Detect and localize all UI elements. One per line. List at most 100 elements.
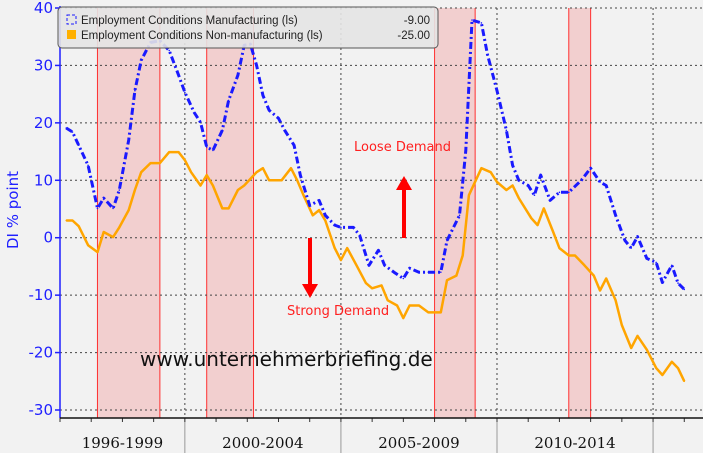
data-point xyxy=(168,151,171,153)
data-point xyxy=(552,231,554,233)
data-point xyxy=(318,199,320,202)
data-point xyxy=(112,236,114,238)
data-point xyxy=(446,279,448,282)
x-group-label: 2000-2004 xyxy=(222,434,303,452)
data-point xyxy=(212,149,214,152)
data-point xyxy=(283,129,286,132)
data-point xyxy=(365,282,367,284)
data-point xyxy=(140,171,142,174)
data-point xyxy=(102,231,105,233)
data-point xyxy=(396,304,398,307)
annotations: Loose Demand Strong Demand www.unternehm… xyxy=(140,140,451,371)
data-point xyxy=(646,257,648,260)
data-point xyxy=(549,199,551,202)
data-point xyxy=(368,264,370,267)
data-point xyxy=(558,191,561,194)
y-tick-label: 20 xyxy=(34,114,53,132)
data-point xyxy=(184,91,186,94)
data-point xyxy=(683,380,686,383)
data-point xyxy=(624,239,626,242)
y-tick-label: -10 xyxy=(29,286,54,304)
data-point xyxy=(455,274,458,277)
data-point xyxy=(290,167,292,170)
data-point xyxy=(636,335,639,337)
legend: Employment Conditions Manufacturing (ls)… xyxy=(57,6,439,49)
data-point xyxy=(193,111,196,114)
data-point xyxy=(567,254,570,257)
data-point xyxy=(205,174,208,176)
data-point xyxy=(77,144,80,147)
data-point xyxy=(280,179,283,182)
data-point xyxy=(302,194,305,197)
data-point xyxy=(127,139,130,141)
legend-marker-manufacturing xyxy=(66,14,77,25)
data-point xyxy=(127,209,130,211)
data-point xyxy=(168,49,171,52)
data-point xyxy=(87,244,89,246)
data-point xyxy=(355,264,358,267)
data-point xyxy=(312,214,314,217)
data-point xyxy=(567,191,570,194)
data-point xyxy=(149,162,152,164)
data-point xyxy=(480,22,483,24)
data-point xyxy=(408,267,411,269)
data-point xyxy=(177,151,180,153)
data-point xyxy=(299,174,302,176)
data-point xyxy=(630,247,633,249)
data-point xyxy=(605,184,608,187)
y-tick-label: -20 xyxy=(29,344,54,362)
data-point xyxy=(71,219,74,222)
data-point xyxy=(112,207,114,210)
data-point xyxy=(237,189,239,191)
data-point xyxy=(583,264,586,267)
data-point xyxy=(333,224,336,226)
y-tick-label: 10 xyxy=(34,171,53,189)
data-point xyxy=(599,289,601,292)
data-point xyxy=(471,19,473,21)
x-group-label: 2010-2014 xyxy=(534,434,615,452)
data-point xyxy=(636,235,639,238)
data-point xyxy=(221,129,224,132)
data-point xyxy=(468,194,470,197)
y-tick-label: -30 xyxy=(29,401,54,419)
data-point xyxy=(380,284,383,287)
data-point xyxy=(511,184,514,187)
legend-value-manufacturing: -9.00 xyxy=(404,15,430,27)
data-point xyxy=(118,189,121,191)
data-point xyxy=(518,179,520,182)
data-point xyxy=(440,271,442,273)
data-point xyxy=(511,164,514,167)
data-point xyxy=(614,214,617,217)
shaded-period xyxy=(206,8,254,418)
data-point xyxy=(199,121,202,124)
data-point xyxy=(268,109,270,112)
data-point xyxy=(661,374,664,376)
legend-value-nonmanufacturing: -25.00 xyxy=(397,30,430,42)
data-point xyxy=(65,219,68,222)
data-point xyxy=(589,167,592,170)
data-point xyxy=(408,304,411,307)
data-point xyxy=(427,271,430,273)
data-point xyxy=(190,171,192,174)
data-point xyxy=(518,197,520,199)
gridlines xyxy=(60,7,703,418)
series-line-manufacturing xyxy=(65,18,686,291)
data-point xyxy=(530,217,533,219)
x-group-label: 2005-2009 xyxy=(378,434,459,452)
data-point xyxy=(340,226,342,229)
data-point xyxy=(630,347,633,349)
data-point xyxy=(418,271,420,273)
shaded-period xyxy=(434,8,476,418)
data-point xyxy=(536,224,539,226)
data-point xyxy=(262,167,264,170)
y-tick-label: 30 xyxy=(34,56,53,74)
data-point xyxy=(255,171,258,174)
data-point xyxy=(670,264,673,267)
data-point xyxy=(358,234,361,237)
x-group-label: 1996-1999 xyxy=(82,434,163,452)
y-tick-label: 0 xyxy=(43,229,53,247)
data-point xyxy=(621,324,623,326)
axes: 40 30 20 10 0 -10 -20 -30 1996-1999 2000-2004 2005… xyxy=(29,0,703,453)
data-point xyxy=(352,226,355,229)
